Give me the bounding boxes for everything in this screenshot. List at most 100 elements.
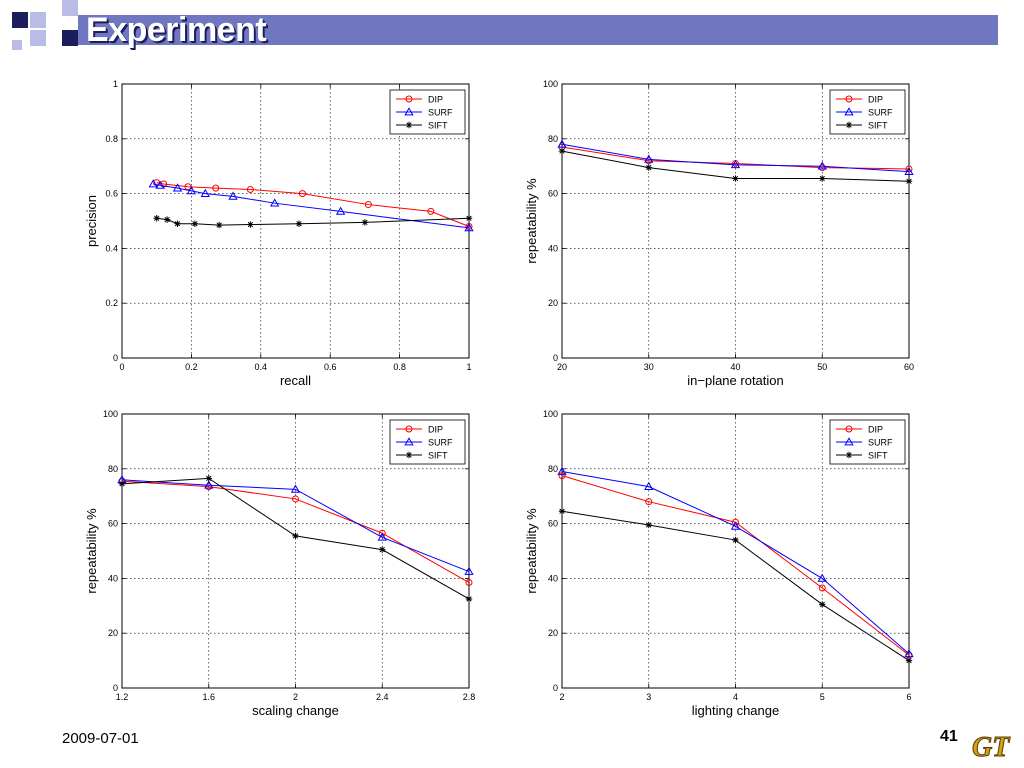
data-point-dip	[246, 185, 254, 193]
footer-date: 2009-07-01	[62, 730, 139, 747]
data-point-surf	[200, 188, 210, 197]
data-point-sift	[215, 221, 223, 229]
y-tick-label: 60	[108, 519, 118, 529]
data-point-sift	[205, 475, 212, 482]
x-tick-label: 50	[817, 362, 827, 372]
data-point-surf	[464, 566, 474, 575]
x-tick-label: 0.4	[255, 362, 268, 372]
legend-label-surf: SURF	[868, 438, 893, 448]
page-number: 41	[940, 728, 958, 745]
y-axis-label: repeatability %	[84, 508, 99, 594]
data-point-surf	[557, 139, 567, 148]
legend-box	[829, 89, 906, 135]
data-point-dip	[732, 518, 739, 526]
plot-frame	[121, 413, 470, 689]
data-point-surf	[904, 166, 914, 176]
decor-square-light-4	[12, 40, 22, 50]
y-tick-label: 80	[108, 464, 118, 474]
x-tick-label: 4	[733, 692, 738, 702]
y-tick-label: 40	[548, 573, 558, 583]
data-point-surf	[644, 481, 654, 490]
legend-label-dip: DIP	[868, 425, 883, 435]
data-point-surf	[290, 484, 301, 493]
data-point-dip	[818, 584, 826, 592]
legend-marker-dip	[845, 95, 853, 103]
decor-square-dark-2	[62, 30, 78, 46]
legend-marker-dip	[405, 425, 413, 433]
data-point-sift	[191, 220, 199, 227]
legend-marker-dip	[405, 95, 413, 103]
series-line-dip	[121, 480, 470, 583]
slide-title: Experiment	[86, 11, 267, 49]
x-tick-label: 1	[466, 362, 471, 372]
data-point-dip	[212, 184, 220, 192]
data-point-dip	[292, 495, 299, 503]
series-line-surf	[121, 479, 470, 573]
decor-square-light-1	[30, 12, 46, 28]
y-tick-label: 20	[548, 628, 558, 638]
legend-label-surf: SURF	[868, 108, 893, 118]
x-tick-label: 0.2	[185, 362, 198, 372]
data-point-surf	[186, 186, 197, 195]
series-sift	[558, 508, 913, 664]
legend-marker-surf	[404, 107, 414, 116]
legend-label-sift: SIFT	[428, 121, 448, 131]
x-tick-label: 3	[646, 692, 651, 702]
y-tick-label: 0	[113, 683, 118, 693]
x-tick-label: 2	[559, 692, 564, 702]
data-point-surf	[557, 466, 567, 475]
data-point-sift	[558, 508, 566, 515]
series-sift	[558, 147, 913, 185]
legend-marker-sift	[845, 451, 853, 459]
x-tick-label: 2.8	[463, 692, 476, 702]
data-point-surf	[172, 183, 183, 192]
data-point-surf	[464, 223, 474, 232]
series-line-surf	[561, 143, 910, 173]
x-tick-label: 0.6	[324, 362, 337, 372]
legend: DIP SURF SIFT	[389, 419, 466, 465]
x-axis-label: lighting change	[692, 703, 779, 718]
legend-marker-surf	[844, 107, 854, 116]
series-surf	[557, 139, 914, 176]
data-point-sift	[295, 220, 303, 227]
data-point-surf	[228, 191, 238, 200]
data-point-sift	[247, 221, 254, 228]
series-line-surf	[561, 471, 910, 655]
data-point-dip	[465, 579, 473, 587]
y-tick-label: 40	[548, 243, 558, 253]
data-point-sift	[153, 215, 160, 222]
data-point-dip	[905, 165, 913, 173]
y-tick-label: 80	[548, 134, 558, 144]
legend: DIP SURF SIFT	[829, 89, 906, 135]
data-point-sift	[118, 480, 126, 488]
legend: DIP SURF SIFT	[829, 419, 906, 465]
y-tick-label: 100	[543, 409, 558, 419]
data-point-surf	[335, 206, 346, 215]
data-point-surf	[904, 648, 914, 658]
decor-square-light-2	[62, 0, 78, 16]
precision-recall-chart: 0 0.2 0.4 0.6 0.8 1 0 0.2 0.4 0.6 0.8 1 recall precis…	[84, 79, 474, 388]
data-point-dip	[645, 498, 653, 506]
series-surf	[148, 179, 474, 232]
legend-label-sift: SIFT	[428, 451, 448, 461]
series-sift	[118, 475, 473, 603]
legend-marker-sift	[845, 121, 853, 129]
x-axis-label: in−plane rotation	[687, 373, 784, 388]
data-point-sift	[819, 601, 826, 608]
data-point-sift	[292, 532, 299, 540]
x-axis-label: recall	[280, 373, 311, 388]
series-line-dip	[156, 182, 470, 227]
y-tick-label: 0.2	[105, 298, 118, 308]
y-tick-label: 0.4	[105, 243, 118, 253]
y-tick-label: 0.8	[105, 134, 118, 144]
scaling-repeatability-chart: 1.2 1.6 2 2.4 2.8 0 20 40 60 80 100 scaling change r…	[84, 409, 476, 718]
data-point-surf	[148, 179, 158, 188]
legend-marker-surf	[844, 437, 854, 446]
legend-label-surf: SURF	[428, 108, 453, 118]
data-point-surf	[155, 180, 165, 189]
x-tick-label: 5	[820, 692, 825, 702]
y-tick-label: 60	[548, 519, 558, 529]
legend-marker-sift	[405, 451, 413, 459]
